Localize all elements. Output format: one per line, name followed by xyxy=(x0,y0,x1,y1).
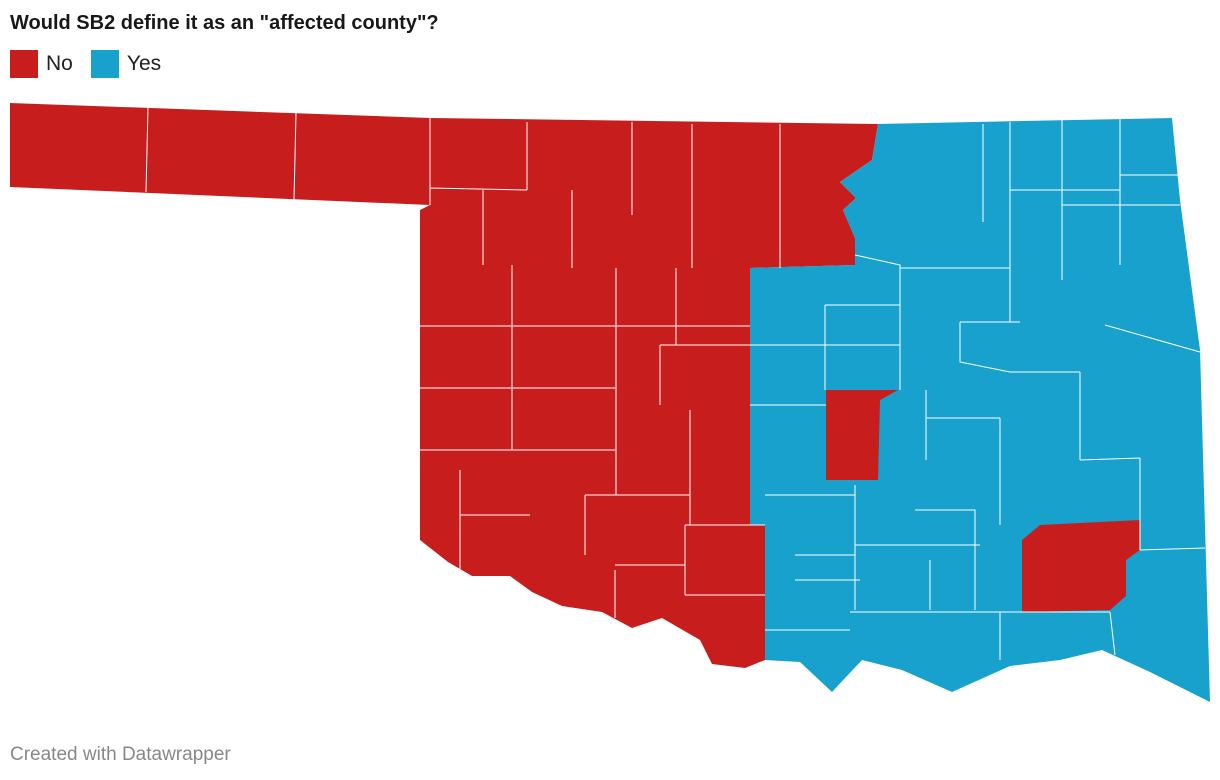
title: Would SB2 define it as an "affected coun… xyxy=(10,12,439,34)
legend: No Yes xyxy=(10,50,161,78)
map xyxy=(10,103,1210,702)
legend-swatch xyxy=(90,50,119,78)
footer: Created with Datawrapper xyxy=(10,744,231,765)
legend-item: No xyxy=(10,50,73,78)
legend-label: No xyxy=(46,52,73,75)
legend-swatch xyxy=(10,50,38,78)
region-no xyxy=(1022,520,1140,612)
legend-item: Yes xyxy=(90,50,162,78)
region-no xyxy=(10,103,878,668)
county-lines xyxy=(145,106,1206,660)
region-no xyxy=(826,390,898,480)
legend-label: Yes xyxy=(126,52,162,75)
